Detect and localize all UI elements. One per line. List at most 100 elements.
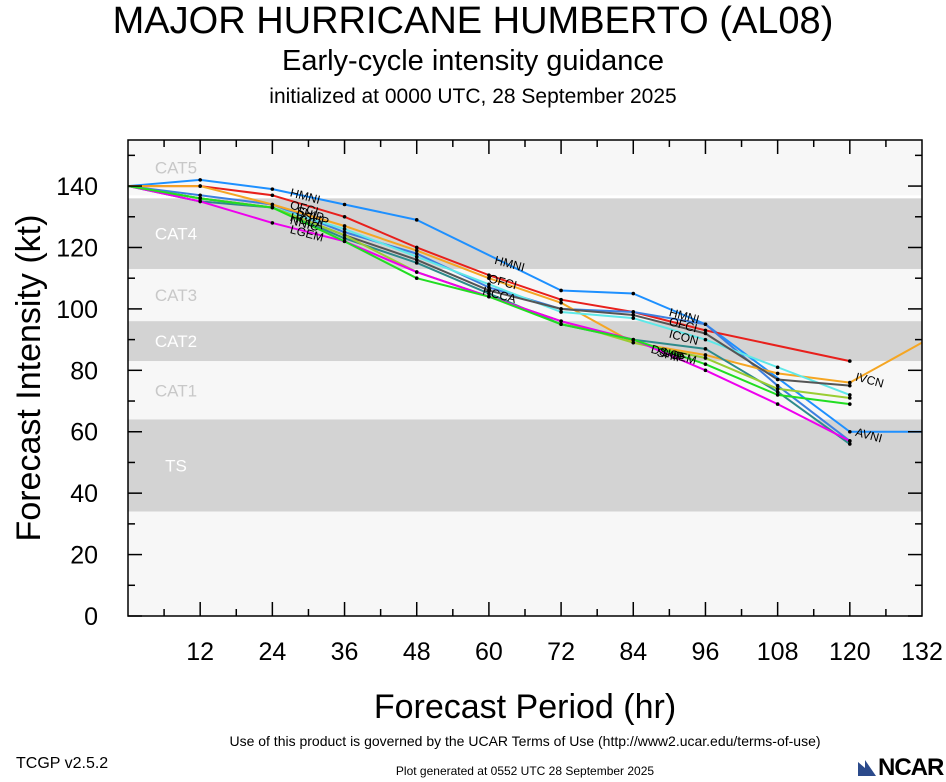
band-cat4 xyxy=(128,198,922,269)
series-point-lgem xyxy=(848,439,852,443)
x-tick-label: 108 xyxy=(757,638,799,666)
series-point-icon xyxy=(559,310,563,314)
chart-title: MAJOR HURRICANE HUMBERTO (AL08) xyxy=(112,0,834,42)
series-point-hmni xyxy=(270,187,275,191)
category-bands: CAT5 CAT4 CAT3 CAT2 CAT1 TS xyxy=(128,140,922,616)
series-point-avni xyxy=(342,230,347,234)
series-point-avni xyxy=(487,285,491,290)
series-point-ship xyxy=(848,396,852,400)
series-point-hmni xyxy=(342,202,347,207)
series-point-hmni xyxy=(559,288,563,293)
band-ts xyxy=(128,419,922,512)
series-point-ship xyxy=(342,233,347,237)
series-label-ship: SHIP xyxy=(656,345,687,366)
series-point-hmni xyxy=(631,291,636,296)
series-point-nnic xyxy=(270,205,275,210)
series-label-avni: AVNI xyxy=(854,425,884,446)
series-point-ofci xyxy=(414,245,419,250)
series-point-dshp xyxy=(414,261,419,265)
band-below-ts xyxy=(128,511,922,616)
series-point-nnic xyxy=(559,322,563,327)
x-tick-label: 60 xyxy=(475,638,503,666)
series-point-ship xyxy=(775,386,780,391)
series-point-lgem xyxy=(414,270,419,274)
series-point-hmni xyxy=(198,178,202,182)
series-point-avni xyxy=(775,383,780,388)
terms-of-use-text: Use of this product is governed by the U… xyxy=(229,733,821,749)
series-point-icon xyxy=(414,254,419,259)
y-tick-label: 0 xyxy=(84,603,98,631)
series-point-ivcn xyxy=(775,371,780,376)
series-point-dshp xyxy=(775,390,780,394)
y-tick-label: 20 xyxy=(70,542,98,570)
y-tick-label: 120 xyxy=(56,234,98,262)
series-point-ship xyxy=(631,340,636,345)
x-tick-label: 96 xyxy=(692,638,720,666)
y-tick-label: 60 xyxy=(70,419,98,447)
band-cat2 xyxy=(128,321,922,362)
x-tick-label: 48 xyxy=(403,638,431,666)
series-point-ivcn xyxy=(270,202,275,207)
series-point-nnic xyxy=(342,239,347,244)
band-label-cat5: CAT5 xyxy=(155,159,197,178)
series-point-icon xyxy=(342,227,347,231)
x-tick-label: 12 xyxy=(186,638,214,666)
series-line-ivcn xyxy=(128,185,923,384)
ncar-logo: NCAR xyxy=(856,754,946,781)
series-point-hcca xyxy=(775,377,780,382)
x-tick-label: 84 xyxy=(619,638,647,666)
series-point-avni xyxy=(198,193,202,198)
series-point-avni xyxy=(414,251,419,256)
series-point-nnic xyxy=(848,402,852,406)
series-point-ivcn xyxy=(703,353,708,357)
series-point-nnic xyxy=(198,196,202,201)
series-point-dshp xyxy=(703,347,708,351)
series-point-ofci xyxy=(342,214,347,219)
series-point-ivcn xyxy=(198,184,202,188)
series-point-hcca xyxy=(848,383,852,388)
x-tick-label: 132 xyxy=(901,638,943,666)
series-point-lgem xyxy=(270,221,275,225)
band-label-cat3: CAT3 xyxy=(155,286,197,305)
series-point-nnic xyxy=(631,337,636,342)
series-line-ofci xyxy=(128,185,851,363)
series-point-hcca xyxy=(559,307,563,311)
band-cat5 xyxy=(128,140,922,196)
series-point-ivcn xyxy=(559,300,563,305)
x-tick-label: 72 xyxy=(547,638,575,666)
series-point-hcca xyxy=(703,331,708,336)
series-point-hmni xyxy=(848,429,852,434)
series-point-ivcn xyxy=(342,224,347,228)
ncar-logo-text: NCAR xyxy=(878,754,944,781)
series-point-lgem xyxy=(703,368,708,373)
series-point-nnic xyxy=(775,393,780,397)
series-point-ofci xyxy=(848,359,852,363)
series-point-ivcn xyxy=(414,248,419,253)
series-lines xyxy=(127,178,923,446)
x-tick-label: 36 xyxy=(331,638,359,666)
series-point-ship xyxy=(703,356,708,360)
band-label-ts: TS xyxy=(165,457,187,476)
series-point-lgem xyxy=(198,199,202,204)
ncar-logo-icon xyxy=(858,760,876,776)
series-point-nnic xyxy=(487,294,491,299)
series-point-dshp xyxy=(487,291,491,296)
series-point-lgem xyxy=(775,402,780,406)
series-point-hcca xyxy=(487,288,491,293)
band-cat3 xyxy=(128,268,922,322)
generated-time-text: Plot generated at 0552 UTC 28 September … xyxy=(395,764,655,778)
series-point-avni xyxy=(703,322,708,327)
series-point-avni xyxy=(631,310,636,314)
series-point-dshp xyxy=(342,236,347,241)
x-tick-label: 120 xyxy=(829,638,871,666)
band-label-cat2: CAT2 xyxy=(155,332,197,351)
y-tick-label: 140 xyxy=(56,173,98,201)
init-time-label: initialized at 0000 UTC, 28 September 20… xyxy=(269,85,677,108)
series-point-icon xyxy=(631,316,636,320)
series-point-ofci xyxy=(487,273,491,277)
series-point-icon xyxy=(703,337,708,342)
series-point-icon xyxy=(848,393,852,397)
series-point-ivcn xyxy=(487,276,491,280)
chart-subtitle: Early-cycle intensity guidance xyxy=(281,45,664,77)
